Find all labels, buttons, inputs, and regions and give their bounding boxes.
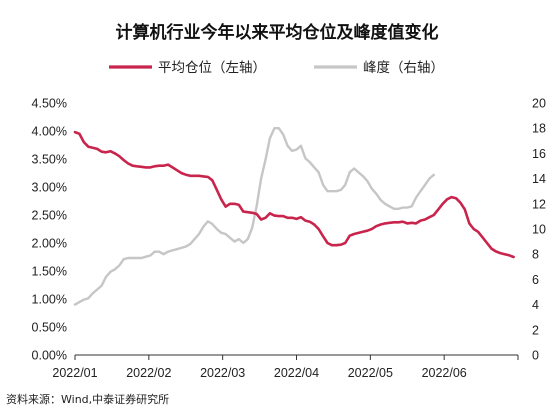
- y-right-tick-label: 16: [532, 147, 546, 161]
- plot-area: 2022/01 2022/02 2022/03 2022/04 2022/05 2022/…: [32, 97, 546, 381]
- source-note: 资料来源：Wind,中泰证券研究所: [6, 392, 169, 406]
- legend-label-kurtosis: 峰度（右轴）: [363, 60, 444, 76]
- y-right-tick-label: 20: [532, 97, 546, 111]
- x-tick-label: 2022/03: [200, 366, 245, 380]
- y-right-tick-label: 0: [532, 349, 539, 363]
- y-left-tick-label: 2.50%: [32, 209, 67, 223]
- y-left-tick-label: 3.50%: [32, 153, 67, 167]
- y-right-tick-label: 8: [532, 248, 539, 262]
- y-right-tick-label: 4: [532, 298, 539, 312]
- y-left-tick-label: 0.50%: [32, 321, 67, 335]
- y-right-tick-label: 14: [532, 172, 546, 186]
- y-right-tick-label: 18: [532, 122, 546, 136]
- series-line-kurtosis: [73, 126, 435, 306]
- y-right-tick-label: 10: [532, 223, 546, 237]
- y-left-tick-label: 4.50%: [32, 97, 67, 111]
- x-tick-label: 2022/01: [52, 366, 97, 380]
- x-tick-label: 2022/02: [126, 366, 171, 380]
- y-left-tick-label: 3.00%: [32, 181, 67, 195]
- chart-title: 计算机行业今年以来平均仓位及峰度值变化: [116, 22, 439, 43]
- y-right-tick-label: 2: [532, 323, 539, 337]
- x-tick-label: 2022/06: [422, 366, 467, 380]
- legend-label-position: 平均仓位（左轴）: [158, 60, 266, 76]
- series-line-position: [73, 130, 515, 259]
- y-left-tick-label: 2.00%: [32, 237, 67, 251]
- legend: 平均仓位（左轴） 峰度（右轴）: [109, 60, 444, 76]
- x-tick-label: 2022/04: [274, 366, 319, 380]
- x-tick-label: 2022/05: [348, 366, 393, 380]
- y-right-tick-label: 12: [532, 197, 546, 211]
- y-left-tick-label: 4.00%: [32, 125, 67, 139]
- y-left-tick-label: 1.00%: [32, 293, 67, 307]
- y-left-tick-label: 1.50%: [32, 265, 67, 279]
- y-left-tick-label: 0.00%: [32, 349, 67, 363]
- y-right-tick-label: 6: [532, 273, 539, 287]
